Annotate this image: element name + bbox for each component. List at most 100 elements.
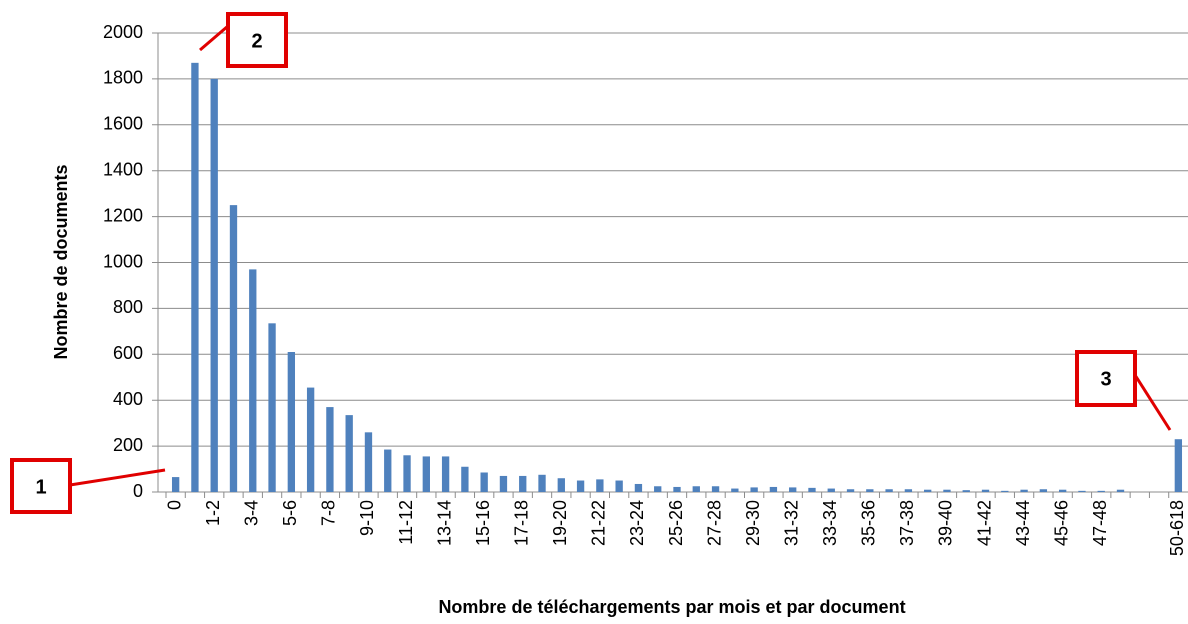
y-tick-label: 1400: [103, 159, 143, 179]
bar: [808, 487, 816, 492]
x-tick-label: 21-22: [589, 500, 609, 546]
bar: [480, 472, 488, 492]
x-tick-label: 31-32: [781, 500, 801, 546]
y-tick-label: 1600: [103, 114, 143, 134]
bar: [1039, 489, 1048, 492]
bar: [519, 475, 527, 492]
bar: [538, 474, 546, 492]
x-tick-label: 17-18: [511, 500, 531, 546]
x-tick-label: 37-38: [897, 500, 917, 546]
y-tick-label: 600: [113, 343, 143, 363]
bar: [827, 488, 835, 492]
bar: [769, 486, 778, 492]
x-tick-label: 50-618: [1167, 500, 1187, 556]
bar: [191, 62, 199, 493]
x-tick-label: 15-16: [473, 500, 493, 546]
plot-area: 0 200 400 600 800 1000 1200 1400 1600 1800 2000 0 1-…: [103, 22, 1188, 556]
x-tick-label: 25-26: [666, 500, 686, 546]
x-tick-label: 1-2: [203, 500, 223, 526]
bar: [1174, 439, 1183, 492]
bar: [441, 456, 450, 492]
annotation-line: [69, 468, 166, 487]
bar: [249, 269, 257, 492]
annotation-1: 1: [10, 458, 166, 514]
bar: [731, 488, 739, 492]
x-tick-label: 35-36: [859, 500, 879, 546]
x-tick-label: 29-30: [743, 500, 763, 546]
bar: [268, 323, 276, 492]
bar: [962, 490, 970, 492]
x-tick-label: 27-28: [704, 500, 724, 546]
x-tick-label: 33-34: [820, 500, 840, 546]
bar: [210, 78, 218, 493]
bar: [403, 455, 411, 492]
bar: [1058, 489, 1067, 492]
y-tick-label: 400: [113, 389, 143, 409]
bar: [866, 489, 874, 492]
bar: [789, 487, 797, 492]
x-tick-label: 23-24: [627, 500, 647, 546]
annotation-2: 2: [199, 12, 288, 68]
annotation-box: [226, 12, 288, 68]
bar: [750, 487, 758, 492]
annotation-line: [199, 24, 229, 52]
bar: [229, 205, 238, 492]
bar: [422, 456, 430, 492]
bar: [654, 486, 662, 492]
bar: [673, 486, 681, 492]
bar: [384, 449, 392, 492]
bar: [943, 489, 951, 492]
bar: [904, 489, 913, 492]
annotation-3: 3: [1075, 350, 1172, 431]
x-tick-label: 11-12: [396, 500, 416, 545]
bar: [1078, 490, 1086, 492]
y-tick-label: 1800: [103, 68, 143, 88]
bar: [924, 489, 932, 492]
bar: [557, 478, 565, 492]
bar: [634, 483, 643, 492]
bar: [364, 432, 373, 492]
bar: [326, 407, 334, 492]
bar: [1116, 489, 1125, 492]
x-tick-label: 13-14: [434, 500, 454, 546]
bar: [596, 479, 604, 492]
bar: [981, 489, 990, 492]
bar: [846, 489, 855, 492]
y-tick-label: 2000: [103, 22, 143, 42]
bar: [885, 489, 893, 492]
y-tick-label: 200: [113, 435, 143, 455]
x-axis-title: Nombre de téléchargements par mois et pa…: [438, 597, 905, 617]
bar: [171, 477, 180, 492]
annotation-line: [1133, 374, 1172, 431]
bar: [1020, 489, 1028, 492]
bar: [287, 352, 296, 492]
bar: [711, 486, 720, 492]
annotation-box: [1075, 350, 1137, 407]
annotation-text: 3: [1100, 368, 1111, 390]
annotation-text: 1: [35, 476, 46, 498]
y-tick-label: 800: [113, 297, 143, 317]
x-tick-label: 45-46: [1051, 500, 1071, 546]
bar: [461, 466, 469, 492]
annotation-text: 2: [251, 30, 262, 52]
x-tick-label: 7-8: [319, 500, 339, 526]
x-tick-label: 9-10: [357, 500, 377, 536]
bar: [345, 415, 353, 492]
y-tick-label: 1000: [103, 251, 143, 271]
bar: [692, 486, 700, 492]
x-tick-label: 39-40: [936, 500, 956, 546]
x-tick-label: 43-44: [1013, 500, 1033, 546]
y-tick-label: 0: [133, 481, 143, 501]
y-axis-title: Nombre de documents: [51, 164, 71, 359]
x-tick-label: 0: [164, 500, 184, 510]
x-tick-label: 19-20: [550, 500, 570, 546]
x-tick-label: 47-48: [1090, 500, 1110, 546]
bar: [1097, 490, 1105, 492]
y-tick-label: 1200: [103, 205, 143, 225]
bar: [306, 387, 315, 492]
bar: [615, 480, 623, 492]
annotation-box: [10, 458, 72, 514]
bar: [576, 480, 585, 492]
x-tick-label: 3-4: [242, 500, 262, 526]
